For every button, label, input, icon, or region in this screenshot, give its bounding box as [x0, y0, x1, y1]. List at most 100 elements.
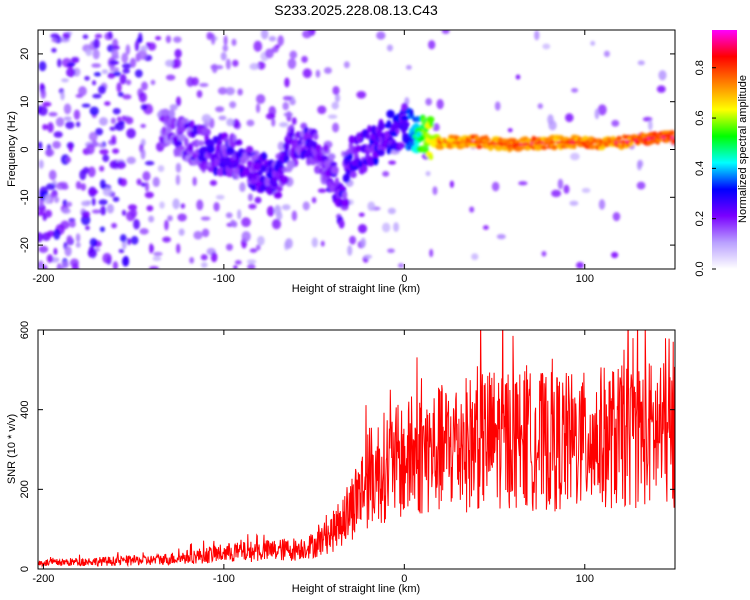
heatmap-cell — [482, 225, 489, 230]
heatmap-cell — [165, 59, 174, 67]
heatmap-cell — [239, 182, 246, 193]
heatmap-cell — [246, 119, 255, 127]
heatmap-cell — [249, 248, 258, 253]
heatmap-cell — [139, 228, 149, 235]
snr-series-line — [38, 330, 675, 568]
heatmap-cell — [349, 171, 357, 179]
heatmap-cell — [53, 131, 63, 138]
heatmap-cell — [102, 154, 110, 163]
heatmap-marks — [38, 30, 675, 269]
heatmap-cell — [104, 101, 111, 106]
heatmap-cell — [517, 145, 525, 151]
heatmap-cell — [332, 122, 340, 133]
heatmap-cell — [122, 68, 131, 74]
heatmap-cell — [75, 121, 81, 128]
heatmap-cell — [38, 159, 44, 169]
heatmap-cell — [153, 251, 163, 257]
heatmap-cell — [99, 117, 108, 126]
heatmap-cell — [388, 110, 395, 118]
heatmap-cell — [165, 35, 172, 44]
heatmap-cell — [140, 103, 148, 111]
heatmap-cell — [237, 209, 242, 220]
heatmap-cell — [55, 117, 65, 127]
colorbar-gradient — [712, 30, 737, 269]
heatmap-cell — [348, 135, 355, 144]
heatmap-cell — [149, 243, 154, 254]
heatmap-cell — [232, 59, 239, 67]
heatmap-cell — [81, 200, 91, 207]
heatmap-cell — [112, 148, 120, 154]
heatmap-cell — [181, 118, 189, 124]
heatmap-cell — [126, 237, 132, 246]
heatmap-cell — [122, 94, 132, 100]
heatmap-cell — [339, 185, 347, 192]
heatmap-cell — [581, 187, 591, 194]
heatmap-cell — [136, 178, 142, 186]
heatmap-cell — [232, 134, 237, 143]
heatmap-cell — [358, 160, 363, 168]
heatmap-cell — [356, 134, 363, 143]
colorbar-tick-label: 0.2 — [694, 211, 706, 226]
heatmap-cell — [38, 232, 43, 243]
heatmap-cell — [533, 146, 543, 151]
heatmap-cell — [428, 40, 436, 50]
heatmap-cell — [220, 52, 227, 61]
heatmap-cell — [550, 144, 558, 150]
heatmap-cell — [232, 118, 240, 129]
heatmap-cell — [125, 79, 132, 86]
heatmap-cell — [164, 219, 169, 231]
colorbar-tick-label: 0.6 — [694, 110, 706, 125]
heatmap-cell — [177, 134, 187, 142]
heatmap-cell — [376, 31, 386, 40]
heatmap-cell — [398, 142, 404, 150]
heatmap-cell — [180, 203, 186, 209]
heatmap-cell — [658, 70, 667, 81]
heatmap-cell — [302, 68, 312, 79]
heatmap-cell — [291, 117, 297, 125]
heatmap-cell — [290, 127, 295, 134]
heatmap-cell — [106, 203, 115, 214]
heatmap-cell — [111, 222, 118, 229]
heatmap-cell — [38, 245, 49, 253]
heatmap-cell — [38, 106, 48, 116]
heatmap-cell — [469, 206, 475, 213]
heatmap-cell — [285, 238, 293, 249]
heatmap-cell — [357, 224, 368, 234]
heatmap-cell — [86, 143, 95, 155]
heatmap-cell — [196, 90, 203, 98]
heatmap-cell — [136, 37, 143, 43]
heatmap-cell — [347, 245, 353, 256]
heatmap-cell — [611, 251, 619, 259]
heatmap-cell — [188, 76, 193, 87]
heatmap-cell — [147, 42, 157, 51]
heatmap-cell — [87, 248, 97, 258]
heatmap-cell — [38, 260, 44, 269]
heatmap-cell — [200, 262, 208, 268]
heatmap-cell — [405, 64, 412, 70]
heatmap-cell — [150, 79, 156, 86]
heatmap-cell — [218, 115, 227, 121]
x-tick-label: -200 — [32, 273, 54, 285]
heatmap-cell — [66, 234, 73, 245]
heatmap-cell — [647, 119, 653, 131]
heatmap-cell — [282, 101, 289, 111]
heatmap-cell — [87, 166, 96, 178]
heatmap-cell — [428, 119, 434, 128]
heatmap-cell — [217, 87, 228, 95]
heatmap-cell — [200, 254, 208, 261]
y-tick-label: 600 — [19, 321, 31, 339]
heatmap-cell — [92, 93, 102, 99]
heatmap-y-axis-label: Frequency (Hz) — [6, 111, 18, 187]
heatmap-cell — [429, 248, 434, 258]
heatmap-cell — [99, 165, 105, 172]
heatmap-cell — [121, 63, 132, 69]
heatmap-cell — [97, 85, 106, 95]
heatmap-cell — [98, 199, 108, 206]
heatmap-cell — [400, 115, 410, 121]
heatmap-cell — [140, 123, 146, 128]
heatmap-cell — [125, 44, 131, 55]
heatmap-cell — [672, 138, 675, 144]
heatmap-cell — [196, 199, 204, 211]
heatmap-cell — [44, 209, 53, 218]
